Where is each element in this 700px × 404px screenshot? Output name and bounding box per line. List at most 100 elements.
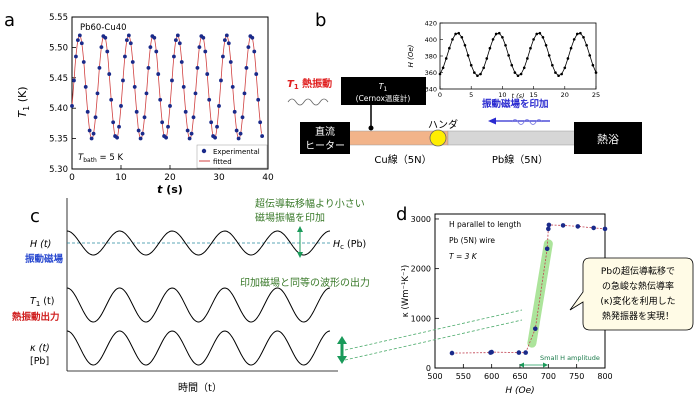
experimental-point bbox=[224, 33, 229, 38]
inset-point bbox=[479, 72, 482, 76]
inset-point bbox=[438, 72, 442, 76]
inset-point bbox=[510, 63, 514, 67]
panel-a-bath-label: Tbath = 5 K bbox=[78, 153, 123, 164]
panel-b-inset-plot bbox=[438, 31, 598, 78]
inset-point bbox=[473, 71, 476, 74]
experimental-point bbox=[146, 65, 151, 70]
panel-d-ytick-label: 0 bbox=[426, 364, 431, 373]
panel-b-inset-xlabel: t (s) bbox=[511, 92, 524, 100]
experimental-point bbox=[152, 35, 157, 40]
experimental-point bbox=[83, 85, 88, 89]
inset-point bbox=[541, 36, 545, 39]
legend-marker-experimental bbox=[201, 148, 207, 154]
panel-a-ytick-label: 5.55 bbox=[49, 13, 68, 23]
experimental-point bbox=[246, 45, 251, 49]
panel-b-inset-ylabel: H (Oe) bbox=[407, 44, 415, 67]
panel-c-note2: 印加磁場と同等の波形の出力 bbox=[240, 276, 370, 289]
inset-point bbox=[494, 32, 498, 36]
small-amp-arrow-right bbox=[543, 362, 548, 368]
panel-a-ytick-label: 5.35 bbox=[49, 135, 68, 145]
experimental-point bbox=[185, 128, 190, 133]
kappa-connector-lower bbox=[344, 319, 523, 361]
callout-line-2: の急峻な熱伝導率 bbox=[602, 280, 674, 292]
inset-point bbox=[526, 57, 529, 60]
experimental-point bbox=[160, 120, 165, 125]
panel-d-xtick-label: 500 bbox=[427, 372, 442, 381]
inset-point bbox=[466, 54, 470, 57]
experimental-point bbox=[183, 109, 188, 114]
panel-a-xtick-label: 0 bbox=[69, 173, 75, 183]
inset-point bbox=[460, 36, 464, 39]
inset-xtick-label: 20 bbox=[561, 91, 569, 99]
experimental-point bbox=[221, 54, 225, 59]
experimental-point bbox=[87, 128, 92, 133]
heater-label-line1: 直流 bbox=[315, 125, 335, 138]
callout-bubble bbox=[569, 257, 694, 331]
experimental-point bbox=[158, 97, 163, 102]
panel-a-sample-label: Pb60-Cu40 bbox=[80, 23, 127, 33]
panel-a-ytick-label: 5.40 bbox=[49, 104, 68, 114]
panel-b-inset-yticks: 420 400 380 360 340 bbox=[425, 20, 443, 94]
inset-point bbox=[482, 66, 485, 70]
heater-box bbox=[300, 122, 350, 154]
callout-line-3: (κ)変化を利用した bbox=[600, 295, 675, 307]
experimental-point bbox=[128, 41, 133, 46]
field-wave-icon bbox=[511, 119, 543, 125]
inset-point bbox=[557, 74, 560, 78]
inset-point bbox=[451, 38, 454, 41]
experimental-point bbox=[77, 33, 82, 38]
panel-a-ytick-label: 5.50 bbox=[49, 43, 68, 53]
sensor-label-line2: (Cernox温度計) bbox=[356, 93, 411, 103]
inset-point bbox=[547, 54, 551, 57]
kappa-connector bbox=[344, 309, 523, 351]
kappa-point bbox=[489, 349, 494, 355]
experimental-point bbox=[109, 97, 114, 102]
experimental-point bbox=[124, 38, 129, 43]
kappa-point bbox=[523, 350, 528, 355]
experimental-point bbox=[173, 38, 178, 43]
inset-ytick-label: 420 bbox=[425, 20, 437, 28]
experimental-point bbox=[240, 115, 245, 120]
inset-point bbox=[519, 72, 523, 76]
experimental-point bbox=[91, 131, 96, 136]
legend-label-experimental: Experimental bbox=[213, 148, 260, 156]
sensor-contact bbox=[368, 125, 374, 131]
experimental-point bbox=[72, 78, 76, 83]
kappa-label: κ (t) bbox=[30, 343, 50, 354]
panel-a-legend: Experimental fitted bbox=[196, 144, 268, 169]
experimental-point bbox=[138, 136, 143, 141]
inset-point bbox=[522, 66, 526, 70]
kappa-point bbox=[591, 225, 596, 231]
experimental-point bbox=[136, 128, 141, 133]
panel-label-c: c bbox=[30, 206, 40, 227]
inset-point bbox=[544, 44, 548, 47]
inset-point bbox=[488, 46, 492, 50]
experimental-point bbox=[189, 131, 194, 136]
inset-point bbox=[588, 54, 592, 57]
inset-line bbox=[439, 32, 597, 77]
experimental-point bbox=[75, 38, 80, 43]
kappa-point bbox=[602, 226, 608, 232]
experimental-point bbox=[111, 120, 116, 125]
experimental-point bbox=[103, 35, 108, 40]
experimental-point bbox=[117, 124, 121, 129]
inset-point bbox=[497, 31, 501, 35]
panel-d-annot1: H parallel to length bbox=[449, 220, 521, 229]
panel-d-xticks: 500 550 600 650 700 750 800 bbox=[427, 364, 613, 381]
legend-label-fitted: fitted bbox=[213, 158, 232, 166]
thermal-wave-icon bbox=[287, 98, 329, 106]
panel-d-xtick-label: 600 bbox=[484, 372, 499, 381]
experimental-point bbox=[144, 91, 149, 96]
inset-xtick-label: 5 bbox=[469, 91, 473, 99]
experimental-point bbox=[234, 128, 239, 133]
inset-point bbox=[485, 57, 489, 60]
bath-label: 熱浴 bbox=[597, 133, 619, 146]
t1-output-wave bbox=[66, 287, 331, 323]
panel-d-xtick-label: 750 bbox=[569, 372, 584, 381]
panel-d-ytick-label: 2000 bbox=[411, 265, 431, 274]
inset-point bbox=[491, 38, 495, 41]
kappa-point bbox=[544, 246, 550, 252]
inset-point bbox=[569, 46, 573, 50]
kappa-sub-label: [Pb] bbox=[30, 356, 49, 367]
